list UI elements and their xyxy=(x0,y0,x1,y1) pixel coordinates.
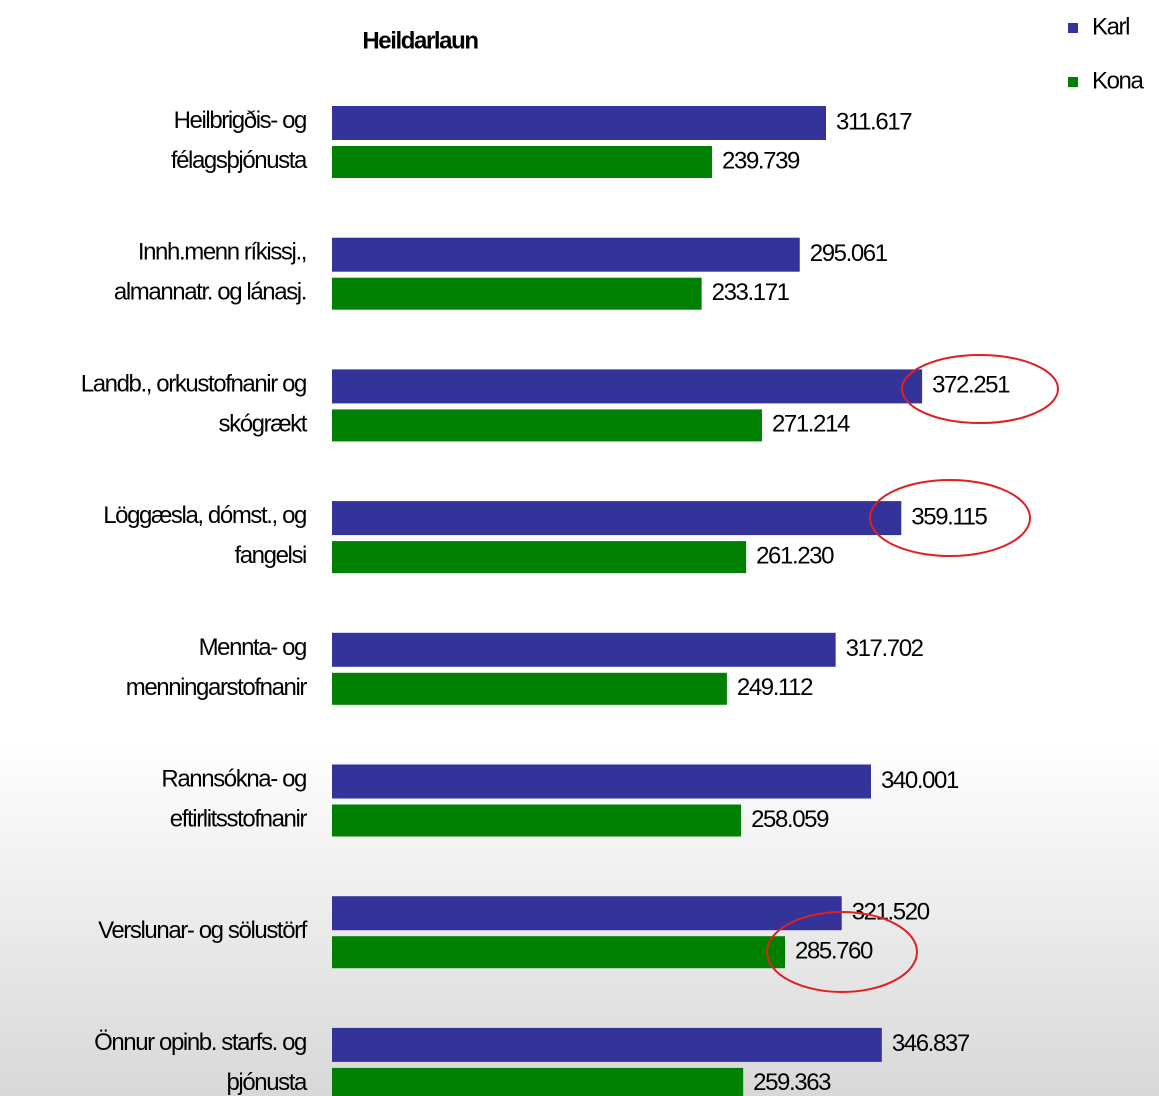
category-label-line: skógrækt xyxy=(219,411,308,438)
bar xyxy=(332,896,842,931)
category-label-line: Innh.menn ríkissj., xyxy=(138,239,306,266)
legend-swatch xyxy=(1068,23,1078,33)
value-label: 359.115 xyxy=(911,503,987,530)
bar xyxy=(332,146,713,178)
value-label: 346.837 xyxy=(892,1030,970,1057)
bar xyxy=(332,804,742,837)
bar xyxy=(332,672,727,705)
value-label: 259.363 xyxy=(753,1069,831,1096)
category-label-line: Önnur opinb. starfs. og xyxy=(94,1029,306,1056)
value-label: 239.739 xyxy=(722,147,800,174)
bar xyxy=(332,541,747,574)
value-label: 372.251 xyxy=(932,372,1010,399)
value-label: 317.702 xyxy=(846,635,924,662)
value-label: 295.061 xyxy=(810,240,888,267)
category-label-line: eftirlitsstofnanir xyxy=(170,806,308,833)
category-label-line: almannatr. og lánasj. xyxy=(114,279,306,306)
category-label-line: Heilbrigðis- og xyxy=(174,107,306,134)
value-label: 340.001 xyxy=(881,767,959,794)
bar xyxy=(332,501,902,536)
bar xyxy=(332,1027,882,1062)
category-label-line: menningarstofnanir xyxy=(126,674,308,701)
value-label: 249.112 xyxy=(737,674,813,701)
category-label: Önnur opinb. starfs. og þjónusta xyxy=(94,1029,308,1096)
category-label-line: félagsþjónusta xyxy=(171,147,308,174)
legend-label: Kona xyxy=(1092,67,1145,94)
bar xyxy=(332,764,871,799)
chart-title: Heildarlaun xyxy=(362,27,478,54)
value-label: 261.230 xyxy=(756,542,834,569)
bar xyxy=(332,237,800,272)
category-label-line: Rannsókna- og xyxy=(161,766,306,793)
bar xyxy=(332,369,923,404)
category-label: Innh.menn ríkissj., almannatr. og lánasj. xyxy=(114,239,306,306)
category-label: Landb., orkustofnanir og skógrækt xyxy=(81,371,308,438)
category-label-line: fangelsi xyxy=(234,542,306,569)
bar xyxy=(332,277,702,310)
bar xyxy=(332,936,786,969)
annotation-circle xyxy=(901,354,1059,424)
category-label: Mennta- og menningarstofnanir xyxy=(126,634,308,701)
annotation-circle xyxy=(869,479,1031,557)
category-label-line: Mennta- og xyxy=(199,634,306,661)
bar xyxy=(332,1067,744,1096)
bar xyxy=(332,632,836,667)
category-label-line: Löggæsla, dómst., og xyxy=(103,502,306,529)
category-label-line: Landb., orkustofnanir og xyxy=(81,371,306,398)
category-label-line: þjónusta xyxy=(226,1069,308,1096)
category-label-line: Verslunar- og sölustörf xyxy=(98,918,308,945)
annotation-circle xyxy=(766,911,918,993)
value-label: 285.760 xyxy=(795,938,873,965)
value-label: 271.214 xyxy=(772,411,850,438)
category-label: Heilbrigðis- og félagsþjónusta xyxy=(171,107,308,174)
value-label: 258.059 xyxy=(751,806,829,833)
value-label: 233.171 xyxy=(712,279,790,306)
bar xyxy=(332,106,826,140)
legend-label: Karl xyxy=(1092,13,1129,40)
plot: Heilbrigðis- og félagsþjónusta 311.617 239.… xyxy=(81,13,1146,1096)
bar xyxy=(332,409,762,442)
category-label: Löggæsla, dómst., og fangelsi xyxy=(103,502,306,569)
category-label: Rannsókna- og eftirlitsstofnanir xyxy=(161,766,307,833)
value-label: 311.617 xyxy=(836,108,912,135)
category-label: Verslunar- og sölustörf xyxy=(98,918,308,945)
legend-swatch xyxy=(1068,77,1078,87)
